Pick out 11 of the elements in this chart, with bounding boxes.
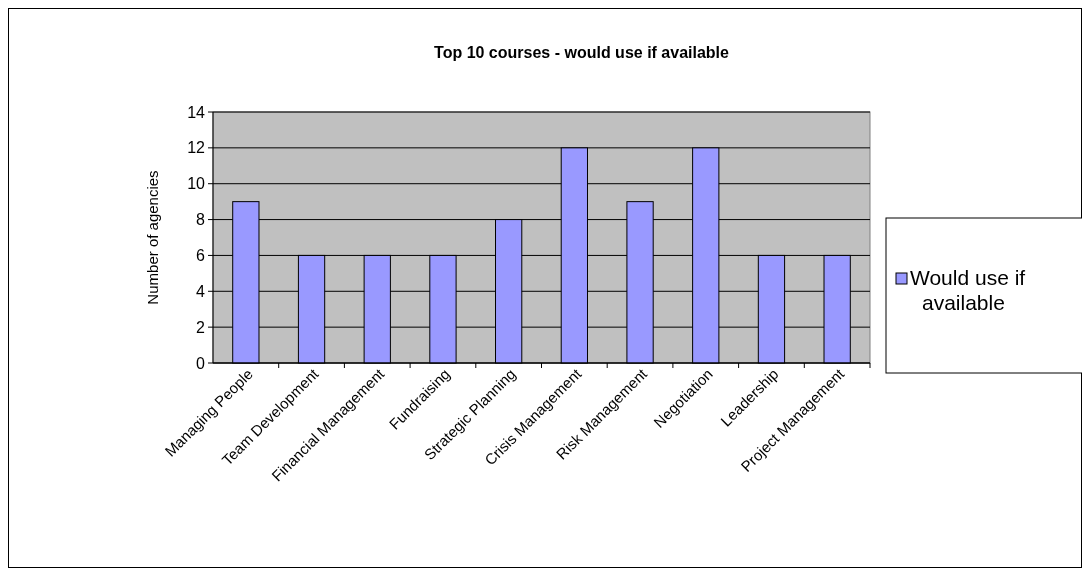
- y-tick-label: 2: [196, 318, 206, 336]
- y-tick-label: 12: [187, 139, 206, 157]
- y-axis-title: Number of agencies: [144, 170, 161, 305]
- y-tick-label: 6: [196, 247, 206, 265]
- chart-title: Top 10 courses - would use if available: [434, 44, 730, 61]
- y-tick-label: 4: [196, 282, 206, 300]
- y-tick-label: 14: [187, 103, 206, 121]
- legend-label: Would use if available: [910, 266, 1026, 314]
- y-tick-label: 10: [187, 175, 206, 193]
- y-tick-label: 0: [196, 354, 206, 372]
- y-tick-label: 8: [196, 211, 206, 229]
